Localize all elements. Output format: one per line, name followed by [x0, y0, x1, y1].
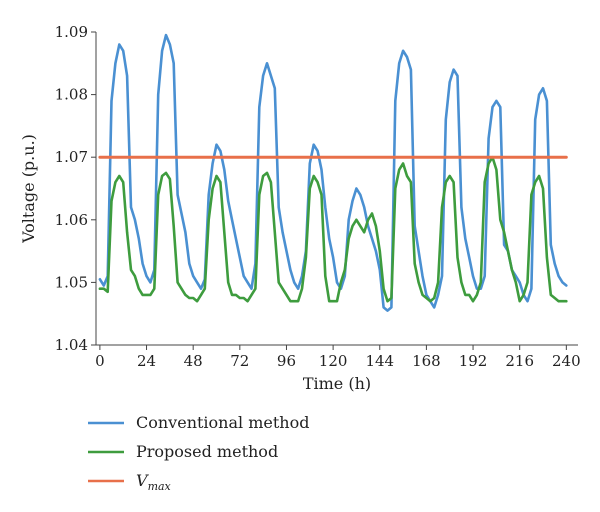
- x-tick-label: 0: [95, 352, 105, 370]
- series-line-1: [98, 33, 568, 312]
- x-axis-ticks: 0 24 48 72 96 120 144 168 192 216 240: [95, 345, 581, 370]
- legend: Conventional method Proposed method Vmax: [88, 413, 309, 493]
- y-axis-title: Voltage (p.u.): [19, 134, 38, 244]
- y-tick-label: 1.09: [55, 23, 88, 41]
- y-axis-ticks: 1.04 1.05 1.06 1.07 1.08 1.09: [55, 23, 96, 354]
- x-tick-label: 48: [184, 352, 203, 370]
- y-tick-label: 1.07: [55, 148, 88, 166]
- legend-label: Conventional method: [136, 413, 309, 432]
- x-tick-label: 120: [319, 352, 348, 370]
- x-axis-title: Time (h): [303, 374, 371, 393]
- x-tick-label: 168: [412, 352, 441, 370]
- legend-label: Proposed method: [136, 442, 278, 461]
- x-tick-label: 144: [365, 352, 394, 370]
- x-tick-label: 216: [505, 352, 534, 370]
- x-tick-label: 72: [230, 352, 249, 370]
- series-line-2: [98, 155, 568, 303]
- y-tick-label: 1.06: [55, 211, 88, 229]
- x-tick-label: 192: [459, 352, 488, 370]
- x-tick-label: 240: [552, 352, 581, 370]
- x-tick-label: 96: [277, 352, 296, 370]
- series-layer: [98, 33, 568, 312]
- legend-label: Vmax: [136, 471, 172, 493]
- y-tick-label: 1.04: [55, 336, 88, 354]
- y-tick-label: 1.08: [55, 86, 88, 104]
- y-tick-label: 1.05: [55, 273, 88, 291]
- plot-area: 0 24 48 72 96 120 144 168 192 216 240 1.04 1.05 1.06…: [55, 23, 581, 370]
- x-tick-label: 24: [137, 352, 156, 370]
